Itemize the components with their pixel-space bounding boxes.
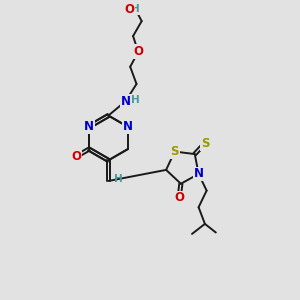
Text: N: N [123, 120, 133, 133]
Text: H: H [131, 4, 140, 14]
Text: N: N [84, 120, 94, 133]
Text: H: H [114, 174, 123, 184]
Text: S: S [201, 137, 209, 150]
Text: O: O [71, 150, 81, 163]
Text: N: N [121, 95, 130, 108]
Text: H: H [131, 95, 140, 105]
Text: S: S [170, 145, 179, 158]
Text: N: N [194, 167, 204, 180]
Text: O: O [133, 45, 143, 58]
Text: O: O [124, 2, 134, 16]
Text: O: O [174, 191, 184, 205]
